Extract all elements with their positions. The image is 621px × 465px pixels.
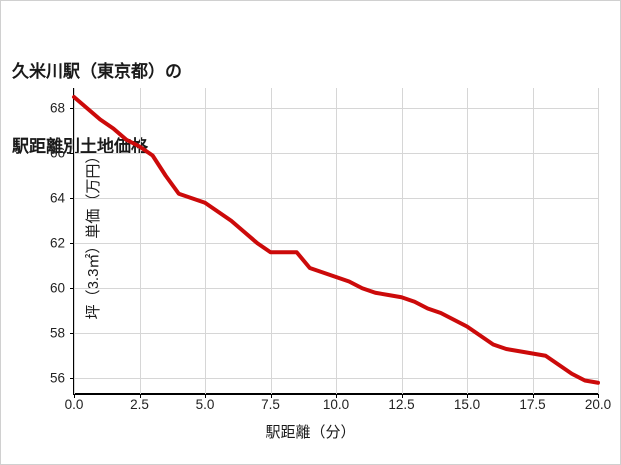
x-tickmark — [598, 394, 599, 398]
gridline-horizontal — [74, 243, 598, 245]
x-tickmark — [532, 394, 534, 398]
gridline-vertical — [401, 88, 403, 394]
gridline-vertical — [467, 88, 468, 394]
y-tick-label: 66 — [49, 145, 65, 161]
x-tick-label: 2.5 — [130, 397, 149, 412]
x-tickmark — [336, 394, 337, 398]
y-tick-label: 64 — [49, 190, 65, 206]
y-tick-label: 60 — [49, 280, 65, 296]
gridline-horizontal — [74, 378, 598, 380]
x-tick-label: 12.5 — [388, 397, 415, 412]
x-axis-spine — [73, 393, 598, 395]
y-tickmark — [70, 153, 74, 155]
gridline-vertical — [532, 88, 534, 394]
gridline-vertical — [336, 88, 337, 394]
x-tick-label: 5.0 — [195, 397, 215, 412]
y-tickmark — [70, 198, 74, 200]
chart-title-line-1: 久米川駅（東京都）の — [12, 62, 182, 81]
x-tick-label: 0.0 — [64, 397, 84, 412]
x-tick-label: 15.0 — [453, 397, 481, 412]
y-tick-label: 68 — [49, 100, 65, 116]
y-tickmark — [70, 378, 74, 380]
gridline-horizontal — [74, 198, 598, 200]
gridline-horizontal — [74, 333, 598, 335]
y-tickmark — [70, 108, 74, 110]
gridline-horizontal — [74, 108, 598, 110]
x-tickmark — [270, 394, 272, 398]
gridline-vertical — [598, 88, 599, 394]
y-tick-label: 58 — [49, 325, 65, 341]
y-tick-label: 56 — [49, 370, 65, 386]
y-tickmark — [70, 333, 74, 335]
x-tickmark — [467, 394, 468, 398]
y-tickmark — [70, 288, 74, 290]
x-tickmark — [205, 394, 206, 398]
gridline-vertical — [74, 88, 75, 394]
x-tickmark — [74, 394, 75, 398]
y-tick-label: 62 — [49, 235, 65, 251]
gridline-horizontal — [74, 288, 598, 290]
gridline-vertical — [270, 88, 272, 394]
plot-area — [73, 88, 599, 395]
x-tick-label: 17.5 — [519, 397, 546, 412]
y-tickmark — [70, 243, 74, 245]
x-axis-label: 駅距離（分） — [265, 424, 356, 441]
gridline-horizontal — [74, 153, 598, 155]
x-tickmark — [139, 394, 141, 398]
x-tick-label: 10.0 — [322, 397, 350, 412]
gridline-vertical — [205, 88, 206, 394]
y-axis-area: 坪（3.3㎡）単価（万円） — [1, 1, 102, 464]
gridline-vertical — [139, 88, 141, 394]
x-tick-label: 7.5 — [261, 397, 280, 412]
x-tickmark — [401, 394, 403, 398]
x-tick-label: 20.0 — [584, 397, 612, 412]
